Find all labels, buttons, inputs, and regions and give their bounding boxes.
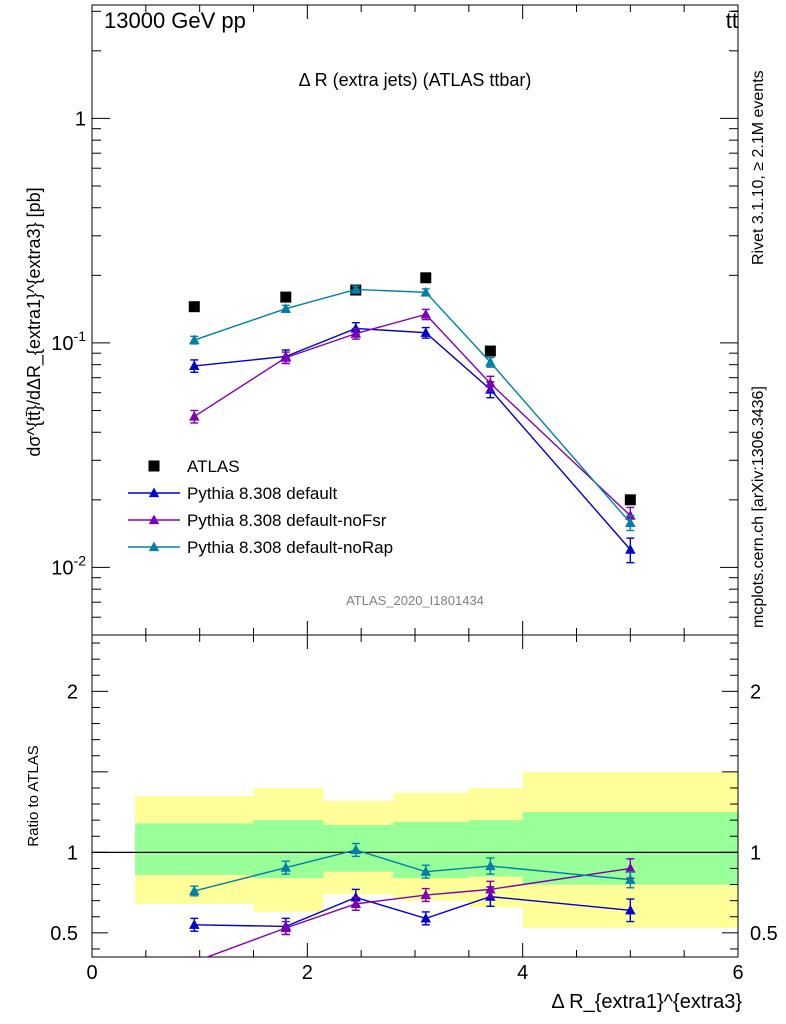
series-pythia-8-308-default-nofsr	[189, 308, 636, 526]
legend-label: Pythia 8.308 default-noFsr	[187, 511, 387, 530]
square-marker	[148, 460, 160, 472]
triangle-marker	[189, 411, 200, 421]
square-marker	[624, 494, 636, 506]
triangle-marker	[625, 874, 636, 884]
square-marker	[280, 291, 292, 303]
triangle-marker	[350, 328, 362, 338]
triangle-marker	[148, 541, 160, 552]
ratio-series-pythia-8-308-default-nofsr	[190, 858, 636, 957]
ratio-y-title: Ratio to ATLAS	[25, 745, 42, 846]
series-line	[194, 327, 631, 551]
process-label: tt̄	[726, 8, 738, 33]
series-atlas	[188, 272, 636, 506]
y-axis-title: dσ^{tt̄}/dΔR_{extra1}^{extra3} [pb]	[24, 187, 45, 456]
legend-entry: Pythia 8.308 default-noRap	[128, 538, 393, 557]
triangle-marker	[420, 308, 431, 319]
main-data	[188, 272, 636, 564]
x-tick-label: 4	[517, 962, 528, 984]
legend-entry: ATLAS	[148, 457, 240, 476]
triangle-marker	[350, 898, 362, 908]
legend: ATLAS Pythia 8.308 default Pythia 8.308 de…	[128, 457, 393, 557]
ratio-bands	[135, 771, 738, 929]
legend-label: ATLAS	[187, 457, 240, 476]
triangle-marker	[625, 904, 636, 915]
stat-uncertainty-band	[393, 821, 469, 879]
y-axis-title-text: dσ^{tt̄}/dΔR_{extra1}^{extra3} [pb]	[24, 187, 45, 456]
triangle-marker	[280, 352, 292, 362]
triangle-marker	[189, 885, 200, 896]
square-marker	[484, 345, 496, 357]
x-tick-label: 6	[732, 962, 743, 984]
square-marker	[188, 301, 200, 313]
triangle-marker	[420, 866, 431, 876]
triangle-marker	[280, 303, 292, 313]
x-axis-title: Δ R_{extra1}^{extra3}	[551, 991, 742, 1013]
x-tick-label: 2	[302, 962, 313, 984]
legend-label: Pythia 8.308 default-noRap	[187, 538, 393, 557]
stat-uncertainty-band	[135, 823, 254, 875]
square-marker	[420, 272, 432, 284]
ratio-series-line	[194, 849, 631, 892]
triangle-marker	[625, 862, 636, 873]
triangle-marker	[420, 912, 431, 923]
series-line	[193, 313, 631, 517]
triangle-marker	[485, 377, 496, 388]
x-tick-label: 0	[86, 962, 97, 984]
ratio-data	[189, 842, 636, 957]
y-tick-label: 10-2	[51, 552, 86, 579]
ratio-series-group	[189, 842, 636, 957]
triangle-marker	[625, 544, 636, 554]
legend-entry: Pythia 8.308 default-noFsr	[128, 511, 387, 530]
ratio-y-tick-label: 1	[67, 842, 78, 864]
triangle-marker	[280, 922, 292, 933]
triangle-marker	[485, 860, 496, 871]
stat-uncertainty-band	[323, 824, 394, 872]
legend-label: Pythia 8.308 default	[187, 484, 338, 503]
triangle-marker	[148, 487, 160, 498]
triangle-marker	[189, 334, 200, 345]
rivet-label: Rivet 3.1.10, ≥ 2.1M events	[750, 70, 767, 265]
triangle-marker	[189, 919, 200, 929]
ratio-y-tick-label: 2	[750, 681, 761, 703]
triangle-marker	[485, 356, 496, 367]
main-axes: 10-2 10-1 1	[51, 5, 739, 636]
triangle-marker	[625, 517, 636, 527]
series-pythia-8-308-default-norap	[189, 283, 636, 532]
main-panel: 10-2 10-1 1 Δ R (extra jets) (ATLAS ttbar)…	[24, 4, 739, 636]
triangle-marker	[193, 956, 195, 957]
ratio-panel: 0.5 0.5 1 1 2 2 0 2 4 6 Ratio to ATLAS Δ R_{extra…	[25, 634, 778, 1013]
triangle-marker	[420, 286, 431, 297]
ratio-y-tick-label: 1	[750, 842, 761, 864]
triangle-marker	[148, 514, 160, 525]
analysis-label: ATLAS_2020_I1801434	[346, 593, 484, 608]
mcplots-label: mcplots.cern.ch [arXiv:1306.3436]	[750, 386, 767, 628]
triangle-marker	[350, 844, 362, 855]
ratio-series-line	[194, 895, 631, 928]
triangle-marker	[280, 862, 292, 872]
triangle-marker	[350, 283, 362, 294]
main-title: Δ R (extra jets) (ATLAS ttbar)	[299, 70, 532, 90]
ratio-y-tick-label: 2	[67, 681, 78, 703]
ratio-axes: 0.5 0.5 1 1 2 2 0 2 4 6	[50, 635, 778, 984]
triangle-marker	[485, 883, 496, 894]
ratio-y-title-text: Ratio to ATLAS	[25, 745, 42, 846]
triangle-marker	[420, 327, 431, 337]
ratio-series-line	[205, 867, 631, 957]
ratio-series-pythia-8-308-default-norap	[189, 842, 636, 897]
ratio-y-tick-label: 0.5	[750, 923, 778, 945]
y-tick-label: 1	[75, 108, 86, 130]
energy-label: 13000 GeV pp	[104, 8, 246, 33]
ratio-y-tick-label: 0.5	[50, 923, 78, 945]
triangle-marker	[189, 360, 200, 371]
y-tick-label: 10-1	[51, 328, 86, 355]
series-line	[194, 288, 631, 524]
triangle-marker	[420, 889, 431, 900]
legend-entry: Pythia 8.308 default	[128, 484, 338, 503]
